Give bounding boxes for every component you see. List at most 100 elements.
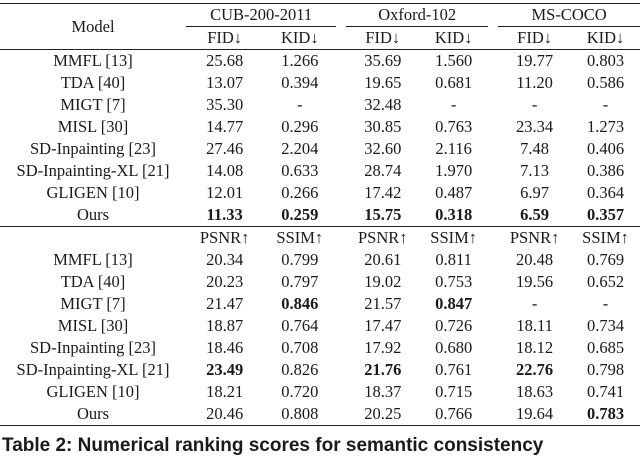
score-value: 18.12 [516, 338, 554, 357]
score-cell: 0.364 [571, 182, 640, 204]
score-value: 0.406 [586, 139, 625, 158]
score-value: 19.64 [516, 404, 554, 423]
table-row: GLIGEN [10] 12.01 0.266 17.42 0.487 6.97 0.364 [0, 182, 640, 204]
score-cell: 21.47 [186, 293, 263, 315]
score-cell: 0.680 [419, 337, 488, 359]
score-value: 0.811 [435, 250, 472, 269]
score-cell: 19.77 [498, 50, 571, 73]
score-value: 11.20 [516, 73, 553, 92]
score-cell: 0.720 [263, 381, 336, 403]
score-cell: 2.204 [263, 138, 336, 160]
score-cell: 0.799 [263, 249, 336, 271]
score-value: 0.753 [435, 272, 473, 291]
score-cell: 17.92 [346, 337, 419, 359]
table-row: TDA [40] 13.07 0.394 19.65 0.681 11.20 0.586 [0, 72, 640, 94]
score-value: 0.846 [281, 294, 319, 313]
model-name: GLIGEN [10] [46, 183, 140, 202]
score-cell: - [571, 94, 640, 116]
score-value: 0.652 [586, 272, 625, 291]
score-value: - [297, 95, 303, 114]
score-value: - [531, 294, 538, 313]
score-value: 18.63 [516, 382, 554, 401]
score-cell: 19.65 [346, 72, 419, 94]
score-value: 0.681 [435, 73, 473, 92]
score-cell: 0.357 [571, 204, 640, 227]
score-cell: 18.37 [346, 381, 419, 403]
score-value: 0.633 [281, 161, 319, 180]
model-name: TDA [40] [60, 73, 126, 92]
score-value: 0.357 [586, 205, 625, 224]
score-cell: 6.59 [498, 204, 571, 227]
score-cell: 0.798 [571, 359, 640, 381]
score-cell: 1.970 [419, 160, 488, 182]
score-cell: 12.01 [186, 182, 263, 204]
score-value: 18.46 [206, 338, 244, 357]
score-cell: 18.46 [186, 337, 263, 359]
score-cell: 1.560 [419, 50, 488, 73]
score-cell: 21.57 [346, 293, 419, 315]
score-cell: 27.46 [186, 138, 263, 160]
group-header-cub: CUB-200-2011 [186, 3, 337, 27]
score-cell: 20.34 [186, 249, 263, 271]
metric-header: PSNR↑ [199, 228, 250, 247]
score-cell: 7.48 [498, 138, 571, 160]
score-value: 7.13 [520, 161, 550, 180]
table-row: MIGT [7] 21.47 0.846 21.57 0.847 - - [0, 293, 640, 315]
table-caption: Table 2: Numerical ranking scores for se… [2, 435, 544, 456]
score-cell: 19.56 [498, 271, 571, 293]
score-value: 27.46 [206, 139, 244, 158]
score-cell: 22.76 [498, 359, 571, 381]
score-value: 0.761 [435, 360, 473, 379]
table-row: GLIGEN [10] 18.21 0.720 18.37 0.715 18.63 0.74… [0, 381, 640, 403]
score-value: 0.386 [586, 161, 625, 180]
score-cell: 20.23 [186, 271, 263, 293]
score-cell: 18.12 [498, 337, 571, 359]
score-cell: 0.811 [419, 249, 488, 271]
table-row: SD-Inpainting-XL [21] 23.49 0.826 21.76 0.76… [0, 359, 640, 381]
group-header-oxford: Oxford-102 [346, 3, 489, 27]
table-row: MISL [30] 14.77 0.296 30.85 0.763 23.34 1.273 [0, 116, 640, 138]
table-row: Ours 11.33 0.259 15.75 0.318 6.59 0.357 [0, 204, 640, 227]
score-value: 0.763 [435, 117, 473, 136]
score-cell: 19.64 [498, 403, 571, 426]
score-cell: 0.764 [263, 315, 336, 337]
score-cell: 0.726 [419, 315, 488, 337]
model-name: MMFL [13] [53, 250, 133, 269]
score-cell: 0.715 [419, 381, 488, 403]
score-value: 14.08 [206, 161, 244, 180]
table-row: SD-Inpainting [23] 27.46 2.204 32.60 2.116 7.… [0, 138, 640, 160]
score-cell: 0.766 [419, 403, 488, 426]
score-value: - [450, 95, 457, 114]
score-value: 32.48 [364, 95, 402, 114]
table-row: SD-Inpainting [23] 18.46 0.708 17.92 0.680 18… [0, 337, 640, 359]
score-value: 0.734 [586, 316, 625, 335]
score-value: 0.766 [435, 404, 473, 423]
score-value: 19.65 [364, 73, 402, 92]
score-cell: 0.741 [571, 381, 640, 403]
metric-header: KID↓ [281, 28, 319, 47]
score-value: 0.741 [586, 382, 625, 401]
model-name: MIGT [7] [60, 294, 126, 313]
score-value: 20.48 [516, 250, 554, 269]
score-value: 21.57 [364, 294, 402, 313]
score-value: 14.77 [206, 117, 244, 136]
metric-header: KID↓ [586, 28, 625, 47]
model-name: SD-Inpainting-XL [21] [16, 161, 170, 180]
score-cell: 1.266 [263, 50, 336, 73]
score-value: 6.97 [520, 183, 550, 202]
score-cell: - [571, 293, 640, 315]
score-cell: 11.33 [186, 204, 263, 227]
score-value: 0.715 [435, 382, 473, 401]
score-cell: 0.769 [571, 249, 640, 271]
score-value: 0.708 [281, 338, 319, 357]
score-value: 0.803 [586, 51, 625, 70]
score-cell: 0.753 [419, 271, 488, 293]
score-cell: 18.11 [498, 315, 571, 337]
score-value: 20.61 [364, 250, 402, 269]
score-cell: 35.69 [346, 50, 419, 73]
score-cell: 14.08 [186, 160, 263, 182]
score-cell: 0.487 [419, 182, 488, 204]
table-row: MMFL [13] 20.34 0.799 20.61 0.811 20.48 0.769 [0, 249, 640, 271]
score-value: 17.42 [364, 183, 402, 202]
model-name: SD-Inpainting-XL [21] [16, 360, 170, 379]
